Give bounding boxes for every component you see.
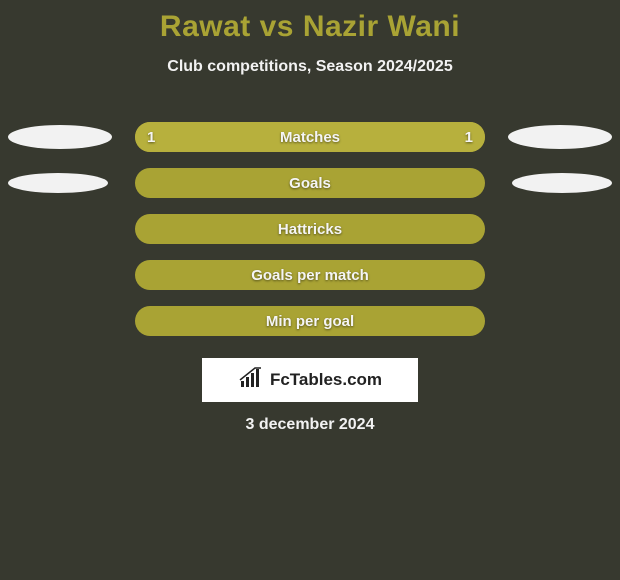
stat-row: Goals bbox=[0, 160, 620, 206]
stat-bar: 1 1 Matches bbox=[135, 122, 485, 152]
stat-label: Goals bbox=[289, 175, 331, 192]
stat-ellipse-right bbox=[508, 125, 612, 149]
brand-text: FcTables.com bbox=[270, 370, 382, 390]
page-subtitle: Club competitions, Season 2024/2025 bbox=[0, 58, 620, 76]
brand-badge: FcTables.com bbox=[202, 358, 418, 402]
stat-ellipse-left bbox=[8, 125, 112, 149]
stat-bar: Goals per match bbox=[135, 260, 485, 290]
stat-value-right: 1 bbox=[465, 129, 473, 146]
stat-bar: Min per goal bbox=[135, 306, 485, 336]
bar-chart-icon bbox=[238, 367, 264, 394]
stat-label: Min per goal bbox=[266, 313, 354, 330]
stat-label: Goals per match bbox=[251, 267, 369, 284]
stat-row: Hattricks bbox=[0, 206, 620, 252]
stat-row: Min per goal bbox=[0, 298, 620, 344]
stat-label: Matches bbox=[280, 129, 340, 146]
stat-bar: Goals bbox=[135, 168, 485, 198]
page-title: Rawat vs Nazir Wani bbox=[0, 0, 620, 44]
footer-date: 3 december 2024 bbox=[0, 416, 620, 434]
stat-ellipse-left bbox=[8, 173, 108, 193]
stat-ellipse-right bbox=[512, 173, 612, 193]
stat-row: Goals per match bbox=[0, 252, 620, 298]
stats-rows: 1 1 Matches Goals Hattricks Goals per match Mi… bbox=[0, 114, 620, 344]
stat-bar: Hattricks bbox=[135, 214, 485, 244]
stat-value-left: 1 bbox=[147, 129, 155, 146]
comparison-infographic: Rawat vs Nazir Wani Club competitions, S… bbox=[0, 0, 620, 580]
stat-label: Hattricks bbox=[278, 221, 342, 238]
stat-row: 1 1 Matches bbox=[0, 114, 620, 160]
